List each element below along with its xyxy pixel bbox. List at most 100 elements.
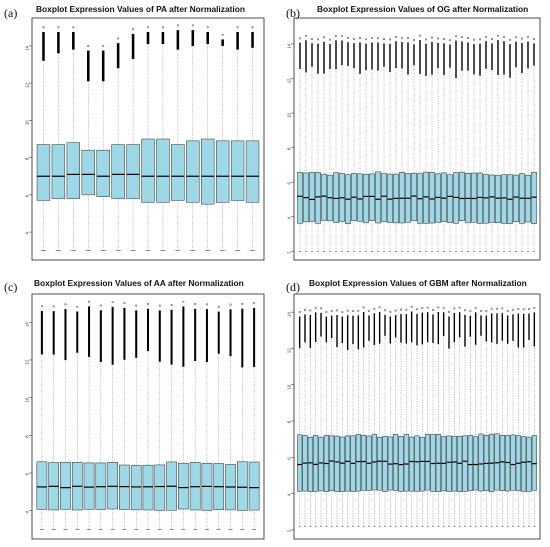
box-sample — [323, 311, 329, 527]
box — [369, 173, 375, 221]
box-sample — [213, 305, 225, 530]
outlier-point — [517, 307, 520, 310]
box — [403, 434, 409, 492]
outlier-point — [205, 303, 208, 306]
outlier-point — [394, 309, 397, 312]
box-sample — [510, 308, 516, 527]
box — [473, 436, 479, 491]
box-sample — [521, 308, 527, 527]
outlier-point — [389, 310, 392, 313]
outlier-point — [511, 308, 514, 311]
outlier-point — [454, 35, 457, 38]
box — [130, 465, 142, 511]
panel-a: (a) Boxplot Expression Values of PA afte… — [0, 0, 270, 268]
y-tick-label: 8 — [25, 435, 30, 438]
outlier-point — [466, 37, 469, 40]
box — [446, 435, 452, 492]
box — [81, 149, 95, 196]
y-tick-label: 10 — [25, 397, 30, 402]
box-sample — [36, 26, 51, 251]
box-sample — [525, 36, 531, 252]
box — [215, 140, 230, 203]
box — [333, 172, 339, 223]
box-sample — [451, 307, 457, 527]
outlier-point — [514, 36, 517, 39]
box-sample — [405, 37, 411, 252]
y-tick-label: 8 — [25, 157, 30, 160]
y-tick-label: 6 — [25, 472, 30, 475]
outlier-point — [299, 37, 302, 40]
boxplot-chart-b: 2 4 6 8 10 12 14 — [287, 17, 541, 261]
outlier-point — [123, 302, 126, 305]
box — [393, 434, 399, 491]
box-sample — [441, 37, 447, 252]
outlier-point — [502, 35, 505, 38]
box-sample — [363, 38, 369, 252]
outlier-point — [421, 307, 424, 310]
outlier-point — [522, 308, 525, 311]
box-sample — [499, 307, 505, 527]
box — [357, 173, 363, 222]
box-sample — [526, 307, 532, 527]
box-sample — [483, 310, 489, 527]
outlier-point — [383, 309, 386, 312]
box-sample — [382, 309, 388, 527]
outlier-point — [320, 307, 323, 310]
box-sample — [111, 37, 125, 251]
box-sample — [477, 38, 483, 252]
box — [96, 149, 110, 197]
box-sample — [339, 311, 345, 527]
outlier-point — [373, 307, 376, 310]
box — [297, 172, 303, 224]
box — [315, 172, 321, 224]
box — [36, 461, 48, 510]
box — [501, 174, 507, 224]
box-sample — [357, 37, 363, 252]
outlier-point — [305, 34, 308, 37]
box-sample — [321, 36, 327, 252]
outlier-point — [399, 308, 402, 311]
box — [419, 436, 425, 492]
outlier-point — [448, 39, 451, 42]
box — [321, 173, 327, 221]
box — [154, 464, 166, 511]
box — [363, 174, 369, 224]
box-sample — [350, 310, 356, 527]
outlier-point — [341, 311, 344, 314]
outlier-point — [42, 26, 45, 29]
outlier-point — [469, 310, 472, 313]
y-tick-label: 10 — [287, 112, 292, 117]
outlier-point — [478, 38, 481, 41]
box — [381, 173, 387, 222]
box — [451, 435, 457, 492]
box-sample — [398, 308, 404, 527]
outlier-point — [415, 308, 418, 311]
box-sample — [489, 307, 495, 527]
box-sample — [66, 26, 81, 251]
box-sample — [483, 35, 489, 252]
outlier-point — [367, 309, 370, 312]
box — [355, 434, 361, 492]
box-sample — [457, 306, 463, 527]
outlier-point — [410, 305, 413, 308]
box-sample — [446, 310, 452, 527]
box-sample — [403, 308, 409, 527]
outlier-point — [406, 37, 409, 40]
box — [141, 138, 155, 203]
box-sample — [83, 300, 95, 530]
outlier-point — [382, 38, 385, 41]
panel-letter-c: (c) — [4, 280, 18, 294]
box-sample — [453, 35, 459, 252]
box-sample — [435, 306, 441, 527]
outlier-point — [99, 304, 102, 307]
box — [423, 171, 429, 224]
y-tick-label: 2 — [287, 251, 292, 254]
outlier-point — [221, 33, 224, 36]
box-sample — [459, 36, 465, 252]
outlier-point — [501, 307, 504, 310]
box-sample — [505, 309, 511, 527]
outlier-point — [111, 301, 114, 304]
box-sample — [71, 305, 83, 530]
panel-letter-a: (a) — [4, 6, 18, 20]
outlier-point — [520, 37, 523, 40]
